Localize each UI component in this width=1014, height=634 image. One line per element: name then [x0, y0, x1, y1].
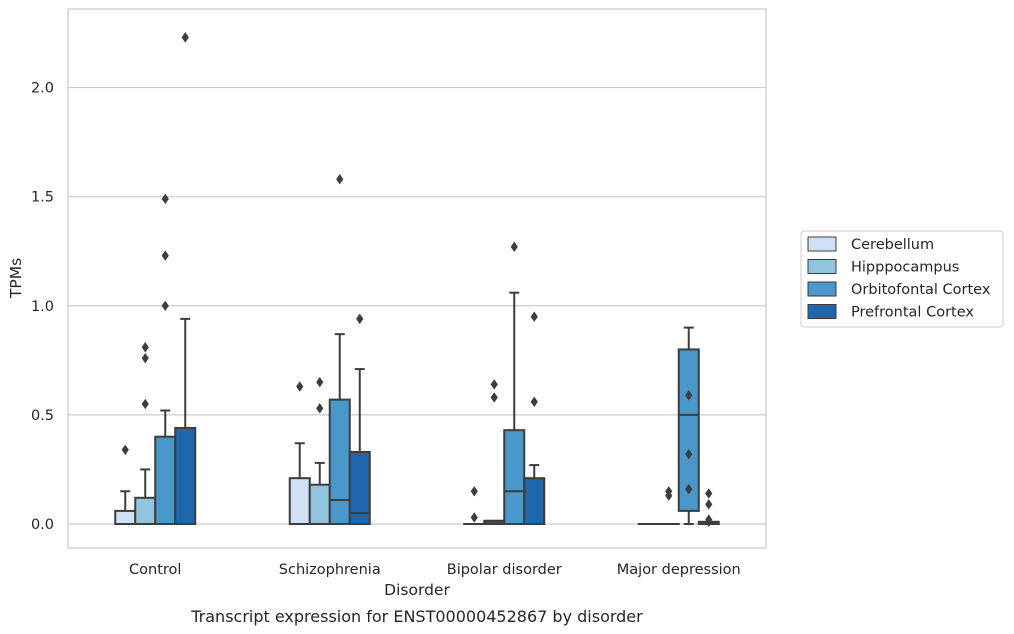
x-axis: Control Schizophrenia Bipolar disorder Majo…	[129, 562, 741, 578]
outlier-point	[705, 499, 713, 510]
outlier-point	[121, 444, 129, 456]
outlier-point	[141, 398, 149, 410]
legend: Cerebellum Hipppocampus Orbitofontal Corte…	[800, 230, 1004, 328]
outlier-point	[510, 241, 518, 253]
legend-frame	[800, 230, 1004, 328]
outlier-point	[336, 174, 344, 185]
box-body	[503, 429, 526, 525]
outlier-point	[665, 486, 673, 497]
y-tick-label: 1.5	[31, 190, 54, 206]
legend-swatch	[807, 236, 837, 252]
box-body	[174, 426, 197, 525]
outlier-point	[316, 403, 324, 414]
box-bipolar-disorder-hipppocampus	[483, 379, 506, 525]
x-axis-label: Disorder	[384, 581, 450, 599]
outlier-point	[296, 381, 304, 392]
outlier-point	[470, 486, 478, 497]
legend-label: Prefrontal Cortex	[851, 305, 974, 321]
box-body	[348, 450, 371, 525]
outlier-point	[705, 488, 713, 499]
x-tick-label: Bipolar disorder	[447, 562, 562, 578]
box-body	[288, 477, 311, 525]
outlier-point	[530, 396, 538, 407]
outlier-point	[530, 311, 538, 322]
outlier-point	[705, 514, 713, 525]
legend-label: Orbitofontal Cortex	[851, 282, 991, 298]
x-tick-label: Major depression	[617, 562, 741, 578]
outlier-point	[490, 379, 498, 390]
y-axis: 0.0 0.5 1.0 1.5 2.0	[31, 81, 54, 533]
outlier-point	[685, 483, 693, 495]
box-control-hipppocampus	[134, 342, 157, 525]
box-schizophrenia-prefrontal-cortex	[348, 313, 371, 525]
outlier-point	[685, 390, 693, 401]
legend-swatch	[807, 281, 837, 297]
legend-swatch	[807, 259, 837, 274]
outlier-point	[161, 250, 169, 261]
legend-label: Cerebellum	[851, 237, 934, 253]
legend-label: Hipppocampus	[851, 260, 959, 276]
y-axis-label: TPMs	[7, 258, 25, 299]
outlier-point	[141, 342, 149, 353]
outlier-point	[685, 448, 693, 460]
y-tick-label: 0.5	[31, 408, 54, 424]
chart-caption: Transcript expression for ENST0000045286…	[190, 607, 643, 626]
box-body	[154, 435, 177, 525]
plot-frame	[67, 8, 767, 549]
y-tick-label: 1.0	[31, 299, 54, 315]
x-tick-label: Control	[129, 562, 181, 578]
box-marks	[114, 32, 720, 528]
box-control-cerebellum	[114, 444, 137, 525]
box-body	[328, 398, 351, 525]
box-major-depression-hipppocampus	[657, 486, 680, 526]
box-schizophrenia-cerebellum	[288, 381, 311, 525]
box-bipolar-disorder-orbitofontal-cortex	[503, 241, 526, 525]
box-body	[308, 483, 331, 525]
outlier-point	[316, 376, 324, 388]
box-body	[114, 509, 137, 525]
box-bipolar-disorder-prefrontal-cortex	[523, 311, 546, 525]
outlier-point	[356, 313, 364, 325]
box-body	[134, 496, 157, 525]
y-tick-label: 2.0	[31, 81, 54, 97]
box-major-depression-orbitofontal-cortex	[677, 326, 700, 525]
legend-swatch	[807, 304, 837, 319]
x-tick-label: Schizophrenia	[279, 562, 381, 578]
outlier-point	[161, 300, 169, 311]
outlier-point	[181, 32, 189, 43]
outlier-point	[161, 193, 169, 205]
outlier-point	[470, 512, 478, 523]
box-major-depression-prefrontal-cortex	[697, 488, 720, 528]
box-control-prefrontal-cortex	[174, 32, 197, 525]
box-body	[523, 477, 546, 525]
y-tick-label: 0.0	[31, 517, 54, 533]
outlier-point	[490, 392, 498, 403]
outlier-point	[141, 352, 149, 364]
box-schizophrenia-orbitofontal-cortex	[328, 174, 351, 525]
box-body	[677, 348, 700, 512]
